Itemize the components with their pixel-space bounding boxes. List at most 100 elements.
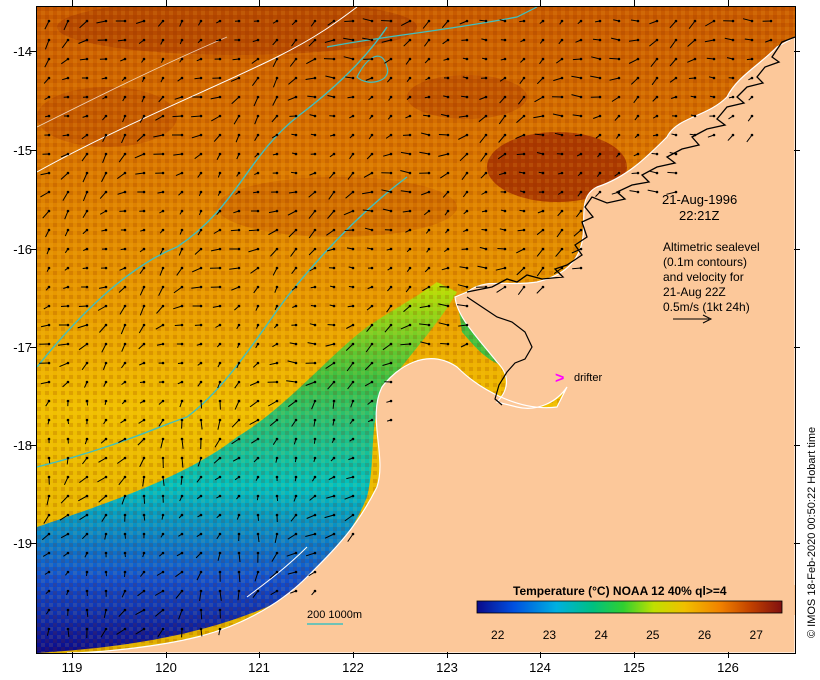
colorbar-tick-label: 26 (698, 628, 712, 642)
velocity-origin (351, 437, 355, 441)
velocity-origin (693, 38, 697, 42)
velocity-origin (294, 399, 298, 403)
velocity-arrow (288, 77, 297, 85)
velocity-origin (237, 342, 241, 346)
velocity-arrow (157, 628, 164, 638)
velocity-arrow (269, 571, 278, 579)
velocity-origin (313, 551, 317, 555)
velocity-origin (275, 399, 279, 403)
velocity-origin (161, 114, 165, 118)
velocity-origin (313, 228, 317, 232)
velocity-origin (142, 209, 146, 213)
velocity-origin (142, 190, 146, 194)
velocity-origin (142, 475, 146, 479)
velocity-origin (199, 418, 203, 422)
colorbar-tick-label: 27 (750, 628, 764, 642)
velocity-arrow (628, 39, 639, 42)
velocity-origin (446, 38, 450, 42)
velocity-origin (389, 171, 393, 175)
velocity-arrow (194, 153, 202, 160)
lon-tick (353, 652, 354, 658)
velocity-origin (256, 133, 260, 137)
velocity-origin (256, 114, 260, 118)
velocity-arrow (461, 172, 468, 180)
velocity-origin (427, 95, 431, 99)
velocity-arrow (196, 571, 202, 581)
velocity-origin (180, 304, 184, 308)
velocity-origin (636, 190, 640, 194)
velocity-origin (389, 323, 393, 327)
velocity-origin (161, 380, 165, 384)
velocity-arrow (724, 37, 734, 41)
velocity-arrow (362, 37, 373, 41)
velocity-arrow (742, 18, 753, 22)
velocity-origin (693, 76, 697, 80)
velocity-arrow (178, 609, 183, 620)
velocity-origin (541, 114, 545, 118)
velocity-origin (617, 95, 621, 99)
velocity-origin (332, 76, 336, 80)
velocity-origin (180, 19, 184, 23)
velocity-origin (218, 209, 222, 213)
velocity-arrow (44, 39, 50, 50)
velocity-origin (465, 19, 469, 23)
velocity-origin (712, 38, 716, 42)
velocity-arrow (200, 419, 203, 430)
velocity-origin (180, 228, 184, 232)
annotation-time: 22:21Z (679, 208, 720, 223)
velocity-origin (161, 228, 165, 232)
velocity-origin (560, 190, 564, 194)
velocity-origin (655, 133, 659, 137)
velocity-origin (446, 209, 450, 213)
velocity-arrow (139, 305, 145, 316)
velocity-origin (332, 456, 336, 460)
velocity-origin (294, 551, 298, 555)
velocity-arrow (103, 609, 107, 619)
velocity-origin (370, 418, 374, 422)
colorbar-tick-label: 25 (646, 628, 660, 642)
velocity-origin (313, 190, 317, 194)
velocity-origin (389, 133, 393, 137)
velocity-origin (275, 323, 279, 327)
legend-line-5: 0.5m/s (1kt 24h) (663, 300, 750, 314)
velocity-arrow (346, 362, 354, 372)
velocity-origin (161, 19, 165, 23)
velocity-arrow (117, 172, 126, 180)
velocity-origin (503, 114, 507, 118)
velocity-origin (123, 570, 127, 574)
velocity-arrow (381, 189, 392, 193)
legend-line-2: (0.1m contours) (663, 255, 747, 269)
velocity-origin (237, 209, 241, 213)
velocity-arrow (154, 609, 164, 617)
velocity-origin (123, 171, 127, 175)
velocity-origin (85, 627, 89, 631)
velocity-origin (598, 133, 602, 137)
velocity-origin (161, 57, 165, 61)
velocity-origin (712, 95, 716, 99)
velocity-origin (237, 323, 241, 327)
velocity-origin (446, 171, 450, 175)
velocity-origin (332, 361, 336, 365)
velocity-arrow (556, 229, 563, 238)
velocity-arrow (571, 94, 582, 98)
velocity-origin (85, 551, 89, 555)
velocity-arrow (438, 134, 449, 136)
velocity-origin (313, 494, 317, 498)
velocity-origin (199, 247, 203, 251)
velocity-origin (66, 57, 70, 61)
velocity-origin (199, 76, 203, 80)
velocity-origin (237, 152, 241, 156)
velocity-arrow (191, 134, 202, 139)
velocity-origin (66, 418, 70, 422)
velocity-origin (522, 38, 526, 42)
velocity-arrow (403, 39, 411, 47)
velocity-origin (313, 57, 317, 61)
velocity-origin (142, 437, 146, 441)
velocity-origin (256, 532, 260, 536)
velocity-origin (446, 285, 450, 289)
velocity-arrow (289, 58, 297, 67)
velocity-origin (750, 76, 754, 80)
velocity-origin (503, 266, 507, 270)
velocity-arrow (219, 590, 222, 601)
velocity-arrow (118, 476, 126, 486)
